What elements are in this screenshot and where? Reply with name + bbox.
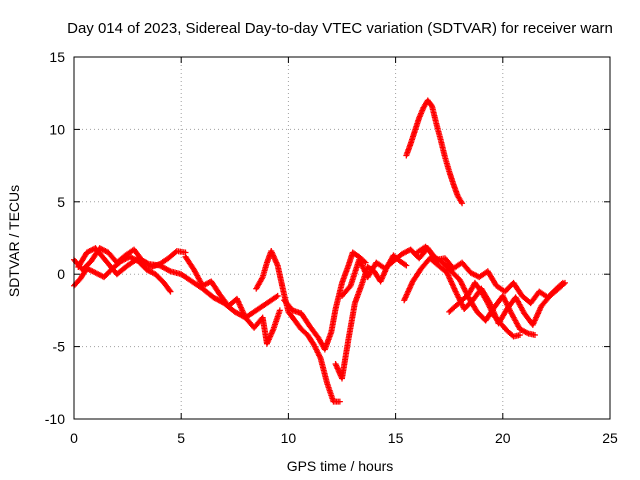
x-axis-label: GPS time / hours	[287, 458, 394, 474]
data-point-track-12	[516, 332, 523, 339]
data-point-track-3	[274, 292, 281, 299]
y-tick-label: 0	[57, 266, 65, 282]
x-tick-label: 25	[602, 430, 618, 446]
data-point-track-9	[561, 279, 568, 286]
y-axis-label: SDTVAR / TECUs	[6, 185, 22, 297]
axis-ticks: 0 5 10 15 20 25 -10 -5 0 5 10 15	[45, 49, 618, 446]
x-tick-label: 5	[177, 430, 185, 446]
x-tick-label: 0	[70, 430, 78, 446]
data-point-track-9	[560, 281, 567, 288]
data-point-track-3	[144, 260, 151, 267]
data-point-track-4	[276, 307, 283, 314]
data-point-track-7	[402, 261, 409, 268]
data-point-track-7	[403, 262, 410, 269]
data-point-track-5	[336, 398, 343, 405]
data-point-track-3	[273, 293, 280, 300]
y-tick-label: 10	[49, 121, 65, 137]
data-point-track-3	[166, 267, 173, 274]
data-point-track-2	[166, 287, 173, 294]
y-tick-label: 5	[57, 194, 65, 210]
data-point-track-10	[428, 102, 435, 109]
data-point-track-2	[167, 288, 174, 295]
data-point-track-10	[459, 200, 466, 207]
y-tick-label: 15	[49, 49, 65, 65]
data-marks	[71, 97, 568, 405]
x-tick-label: 15	[388, 430, 404, 446]
data-point-track-11	[531, 332, 538, 339]
grid	[74, 57, 610, 419]
y-tick-label: -5	[53, 339, 66, 355]
plot-frame	[73, 56, 611, 420]
y-tick-label: -10	[45, 411, 65, 427]
data-point-track-6	[362, 259, 369, 266]
chart-title: Day 014 of 2023, Sidereal Day-to-day VTE…	[67, 20, 613, 37]
x-tick-label: 20	[495, 430, 511, 446]
x-tick-label: 10	[281, 430, 297, 446]
